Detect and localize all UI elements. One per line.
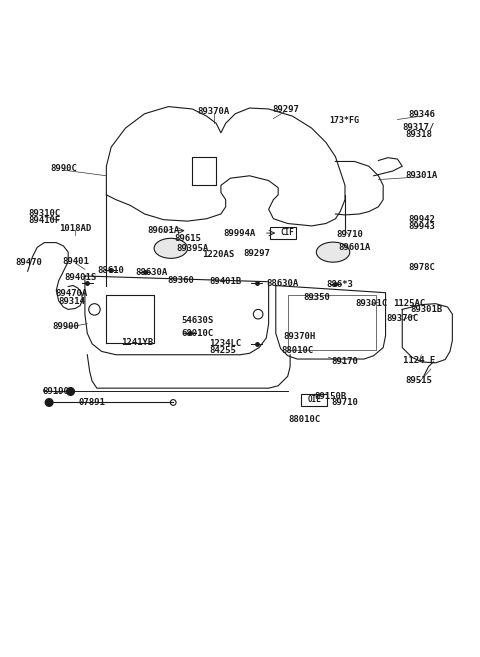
Circle shape (45, 399, 53, 406)
Text: 68010C: 68010C (181, 328, 213, 338)
Text: 88610: 88610 (98, 266, 125, 275)
Text: 1241YB: 1241YB (121, 338, 154, 348)
Text: 89297: 89297 (272, 105, 299, 114)
Text: 89314: 89314 (58, 297, 85, 306)
Text: 89401: 89401 (62, 257, 89, 266)
Text: 88010C: 88010C (288, 415, 321, 424)
Text: 89994A: 89994A (224, 229, 256, 238)
Text: 89317/: 89317/ (403, 123, 435, 131)
Circle shape (67, 388, 74, 396)
Text: 89615: 89615 (174, 235, 201, 243)
Text: 8990C: 8990C (50, 164, 77, 173)
Text: 89346: 89346 (408, 110, 435, 119)
Text: 89370C: 89370C (386, 315, 419, 323)
Text: 89360: 89360 (167, 277, 194, 285)
Text: 07891: 07891 (79, 398, 106, 407)
Text: 89401B: 89401B (210, 277, 242, 286)
Text: 88010C: 88010C (281, 346, 313, 355)
Text: 89470: 89470 (16, 258, 43, 267)
Text: 89515: 89515 (406, 376, 432, 386)
Text: 89470A: 89470A (55, 288, 88, 298)
Text: 8978C: 8978C (408, 263, 435, 272)
Text: 89310C: 89310C (28, 210, 60, 219)
Text: 54630S: 54630S (181, 316, 213, 325)
Ellipse shape (316, 242, 350, 262)
Text: 89942: 89942 (408, 215, 435, 224)
Text: 89900: 89900 (52, 322, 79, 330)
Text: 1220AS: 1220AS (203, 250, 235, 259)
Text: 89943: 89943 (408, 222, 435, 231)
Text: 88630A: 88630A (135, 267, 168, 277)
Text: 89401S: 89401S (64, 273, 96, 282)
Text: 89370H: 89370H (284, 332, 316, 340)
Text: 1124 E: 1124 E (403, 357, 435, 365)
Text: OIE: OIE (308, 395, 322, 404)
Text: 1018AD: 1018AD (59, 224, 92, 233)
Text: 89370A: 89370A (198, 107, 230, 116)
Text: 89301B: 89301B (410, 305, 442, 314)
Text: 89710: 89710 (336, 229, 363, 238)
Text: 173*FG: 173*FG (329, 116, 359, 125)
Text: 89350: 89350 (303, 293, 330, 302)
Text: 1125AC: 1125AC (393, 299, 426, 307)
Text: 89318: 89318 (406, 130, 432, 139)
Text: 89190: 89190 (43, 387, 70, 396)
Text: 89395A: 89395A (176, 244, 208, 253)
Text: 89710: 89710 (332, 398, 359, 407)
Text: 88630A: 88630A (267, 279, 299, 288)
Text: 89410F: 89410F (28, 216, 60, 225)
Text: 886*3: 886*3 (327, 280, 354, 289)
Text: 84255: 84255 (210, 346, 237, 355)
Text: 89150B: 89150B (314, 392, 347, 401)
Text: 89301A: 89301A (405, 171, 437, 180)
Text: 89601A: 89601A (338, 243, 371, 252)
Text: 89297: 89297 (243, 248, 270, 258)
Text: 89301C: 89301C (355, 299, 387, 307)
Ellipse shape (154, 238, 188, 258)
Text: 89170: 89170 (332, 357, 359, 367)
Text: 1234LC: 1234LC (210, 339, 242, 348)
Text: CIF: CIF (281, 228, 295, 237)
Text: 89601A: 89601A (147, 226, 180, 235)
